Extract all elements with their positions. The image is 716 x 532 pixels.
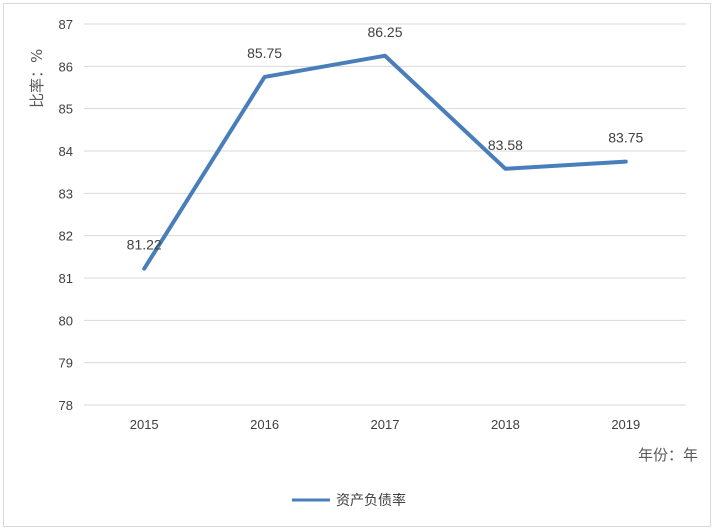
y-tick-label: 82 — [59, 229, 73, 244]
series-line — [142, 53, 628, 271]
data-label: 83.58 — [488, 137, 523, 153]
x-tick-label: 2018 — [491, 417, 520, 432]
data-label: 85.75 — [247, 45, 282, 61]
y-tick-label: 85 — [59, 102, 73, 117]
y-axis-ticks: 78 79 80 81 82 83 84 85 86 87 — [59, 17, 73, 413]
x-tick-label: 2015 — [130, 417, 159, 432]
y-tick-label: 78 — [59, 398, 73, 413]
y-tick-label: 81 — [59, 271, 73, 286]
data-labels: 81.22 85.75 86.25 83.58 83.75 — [127, 24, 644, 253]
data-label: 83.75 — [608, 130, 643, 146]
x-tick-label: 2017 — [371, 417, 400, 432]
y-tick-label: 83 — [59, 186, 73, 201]
y-tick-label: 86 — [59, 59, 73, 74]
x-tick-label: 2019 — [611, 417, 640, 432]
data-label: 81.22 — [127, 237, 162, 253]
series-layer — [142, 53, 628, 271]
legend-label: 资产负债率 — [336, 492, 406, 509]
y-tick-label: 79 — [59, 356, 73, 371]
data-label: 86.25 — [367, 24, 402, 40]
y-tick-label: 80 — [59, 313, 73, 328]
x-tick-label: 2016 — [250, 417, 279, 432]
y-tick-label: 87 — [59, 17, 73, 32]
y-axis-title: 比率：% — [28, 49, 46, 108]
chart-frame — [3, 3, 711, 527]
gridlines — [84, 23, 686, 406]
legend: 资产负债率 — [292, 492, 406, 509]
x-axis-title: 年份：年 — [638, 446, 698, 464]
y-tick-label: 84 — [59, 144, 73, 159]
x-axis-ticks: 2015 2016 2017 2018 2019 — [130, 417, 641, 432]
